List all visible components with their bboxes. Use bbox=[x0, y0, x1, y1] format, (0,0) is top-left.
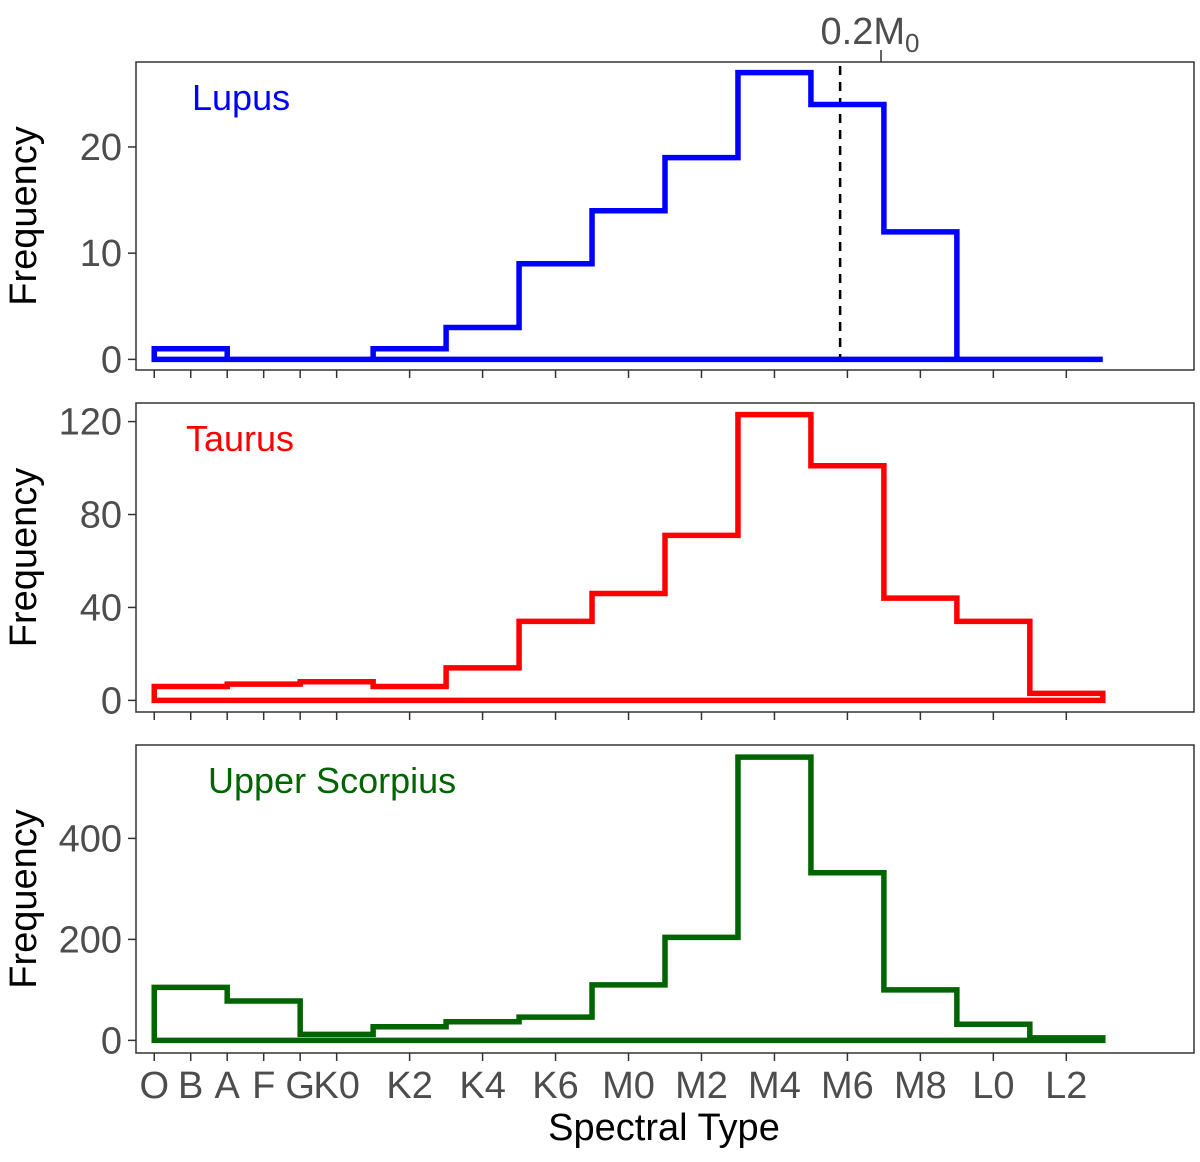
x-tick-label: G bbox=[285, 1065, 315, 1107]
x-tick-label: K0 bbox=[313, 1065, 359, 1107]
x-tick-label: F bbox=[252, 1065, 275, 1107]
histogram-bin bbox=[1030, 1038, 1103, 1041]
panel-frame bbox=[135, 744, 1195, 1054]
histogram-bin bbox=[373, 349, 446, 360]
y-tick-label: 80 bbox=[80, 495, 122, 537]
histogram-bin bbox=[811, 873, 884, 1041]
histogram-bin bbox=[154, 349, 227, 360]
y-tick-label: 0 bbox=[101, 1020, 122, 1062]
histogram-bin bbox=[592, 211, 665, 360]
reference-label-group: 0.2M0 bbox=[821, 11, 920, 58]
reference-mass-subscript: 0 bbox=[905, 28, 919, 58]
histogram-bin bbox=[738, 415, 811, 701]
histogram-series bbox=[151, 69, 1103, 363]
x-tick-label: M8 bbox=[894, 1065, 947, 1107]
panel-label: Taurus bbox=[186, 418, 294, 459]
panel-taurus: 0 40 80 120 Frequency Taurus bbox=[3, 402, 1195, 722]
histogram-bin bbox=[665, 158, 738, 360]
histogram-bin bbox=[811, 466, 884, 701]
x-tick-label: M2 bbox=[675, 1065, 728, 1107]
panel-label: Upper Scorpius bbox=[208, 760, 456, 801]
panel-frame bbox=[135, 402, 1195, 713]
x-tick-label: K2 bbox=[386, 1065, 432, 1107]
histogram-bin bbox=[227, 684, 300, 700]
y-tick-label: 0 bbox=[101, 680, 122, 722]
histogram-bin bbox=[884, 598, 957, 700]
y-tick-label: 200 bbox=[59, 919, 122, 961]
histogram-bin bbox=[957, 621, 1030, 700]
histogram-bin bbox=[665, 535, 738, 700]
histogram-bin bbox=[446, 1022, 519, 1041]
histogram-bin bbox=[300, 1034, 373, 1040]
histogram-bin bbox=[811, 104, 884, 359]
histogram-bin bbox=[227, 1001, 300, 1040]
x-tick-label: A bbox=[215, 1065, 241, 1107]
x-tick-label: L0 bbox=[972, 1065, 1014, 1107]
histogram-bin bbox=[592, 594, 665, 701]
y-axis-title: Frequency bbox=[3, 468, 45, 648]
x-axis-tick-labels: O B A F GK0 K2 K4 K6 M0 M2 M4 M6 M8 L0 L2 bbox=[139, 1065, 1087, 1107]
panel-upper-scorpius: 0 200 400 Frequency Upper Scorpius bbox=[3, 744, 1195, 1062]
x-tick-label: M6 bbox=[821, 1065, 874, 1107]
histogram-bin bbox=[446, 328, 519, 360]
y-axis-title: Frequency bbox=[3, 126, 45, 306]
y-axis-title: Frequency bbox=[3, 809, 45, 989]
y-tick-label: 10 bbox=[80, 233, 122, 275]
histogram-series bbox=[151, 411, 1106, 704]
histogram-bin bbox=[1030, 693, 1103, 700]
panel-frame bbox=[135, 61, 1195, 371]
panel-lupus: 0 10 20 Frequency Lupus bbox=[3, 50, 1195, 381]
histogram-bin bbox=[592, 985, 665, 1041]
y-tick-label: 0 bbox=[101, 339, 122, 381]
histogram-bin bbox=[519, 264, 592, 360]
histogram-bin bbox=[884, 990, 957, 1040]
histogram-bin bbox=[738, 757, 811, 1040]
histogram-bin bbox=[154, 987, 227, 1040]
histogram-bin bbox=[738, 73, 811, 360]
histogram-bin bbox=[665, 937, 738, 1040]
histogram-bin bbox=[300, 682, 373, 701]
x-tick-label: M0 bbox=[602, 1065, 655, 1107]
reference-mass-text: 0.2M bbox=[821, 11, 905, 53]
x-tick-label: M4 bbox=[748, 1065, 801, 1107]
x-tick-label: L2 bbox=[1045, 1065, 1087, 1107]
x-tick-label: K4 bbox=[459, 1065, 505, 1107]
histogram-bin bbox=[154, 686, 227, 700]
y-tick-label: 40 bbox=[80, 587, 122, 629]
histogram-bin bbox=[373, 686, 446, 700]
y-tick-label: 20 bbox=[80, 127, 122, 169]
histogram-bin bbox=[957, 1024, 1030, 1040]
y-tick-label: 400 bbox=[59, 818, 122, 860]
panel-label: Lupus bbox=[192, 77, 290, 118]
histogram-bin bbox=[519, 621, 592, 700]
y-tick-label: 120 bbox=[59, 402, 122, 444]
histogram-bin bbox=[519, 1017, 592, 1040]
x-tick-label: K6 bbox=[532, 1065, 578, 1107]
x-tick-label: O bbox=[139, 1065, 169, 1107]
histogram-bin bbox=[373, 1027, 446, 1041]
histogram-series bbox=[151, 754, 1106, 1044]
histogram-bin bbox=[884, 232, 957, 359]
x-tick-label: B bbox=[178, 1065, 203, 1107]
reference-mass-label: 0.2M0 bbox=[821, 11, 920, 58]
x-axis-title: Spectral Type bbox=[548, 1107, 780, 1149]
histogram-bin bbox=[446, 668, 519, 701]
panels: 0 10 20 Frequency Lupus 0 40 80 120 Frequency Taur… bbox=[3, 50, 1195, 1062]
